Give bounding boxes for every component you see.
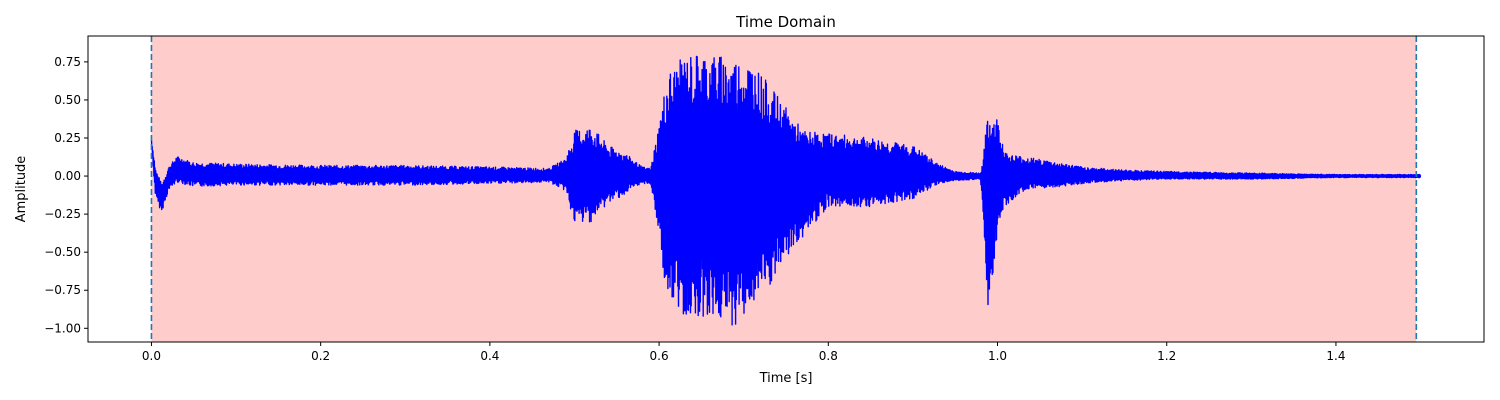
marker-lines [150, 36, 1418, 342]
chart-title: Time Domain [735, 13, 836, 31]
x-tick-label: 0.4 [480, 349, 499, 363]
axes-frame [87, 35, 1485, 343]
y-tick-label: 0.50 [54, 93, 81, 107]
x-tick-label: 0.8 [819, 349, 838, 363]
y-axis-label: Amplitude [14, 156, 29, 223]
y-tick-label: −0.50 [44, 245, 81, 259]
x-tick-label: 0.0 [142, 349, 161, 363]
y-tick-label: −0.25 [44, 207, 81, 221]
y-tick-label: 0.75 [54, 55, 81, 69]
x-tick-label: 0.6 [650, 349, 669, 363]
x-axis-label: Time [s] [759, 371, 813, 386]
y-tick-label: 0.00 [54, 169, 81, 183]
waveform-line-0 [150, 55, 1422, 326]
y-tick-label: −1.00 [44, 321, 81, 335]
plot-area [150, 36, 1422, 342]
x-axis-ticks: 0.0 0.2 0.4 0.6 0.8 1.0 1.2 1.4 [142, 342, 1345, 363]
y-tick-label: −0.75 [44, 283, 81, 297]
y-tick-label: 0.25 [54, 131, 81, 145]
x-tick-label: 0.2 [311, 349, 330, 363]
x-tick-label: 1.4 [1326, 349, 1345, 363]
y-axis-ticks: 0.75 0.50 0.25 0.00 −0.25 −0.50 −0.75 −1.00 [44, 55, 88, 335]
x-tick-label: 1.2 [1157, 349, 1176, 363]
waveform-series [150, 55, 1422, 326]
x-tick-label: 1.0 [988, 349, 1007, 363]
